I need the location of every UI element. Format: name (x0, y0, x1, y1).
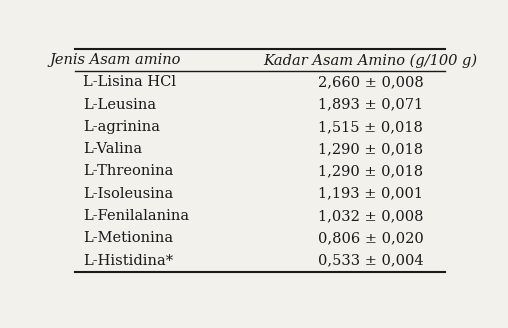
Text: 2,660 ± 0,008: 2,660 ± 0,008 (318, 75, 424, 90)
Text: L-Histidina*: L-Histidina* (83, 254, 173, 268)
Text: L-Valina: L-Valina (83, 142, 142, 156)
Text: 0,533 ± 0,004: 0,533 ± 0,004 (318, 254, 423, 268)
Text: 1,193 ± 0,001: 1,193 ± 0,001 (318, 187, 423, 201)
Text: L-Metionina: L-Metionina (83, 231, 173, 245)
Text: 0,806 ± 0,020: 0,806 ± 0,020 (318, 231, 424, 245)
Text: L-agrinina: L-agrinina (83, 120, 160, 134)
Text: 1,515 ± 0,018: 1,515 ± 0,018 (318, 120, 423, 134)
Text: L-Lisina HCl: L-Lisina HCl (83, 75, 176, 90)
Text: 1,893 ± 0,071: 1,893 ± 0,071 (318, 98, 423, 112)
Text: L-Isoleusina: L-Isoleusina (83, 187, 173, 201)
Text: 1,032 ± 0,008: 1,032 ± 0,008 (318, 209, 423, 223)
Text: Jenis Asam amino: Jenis Asam amino (49, 53, 180, 67)
Text: L-Threonina: L-Threonina (83, 164, 174, 178)
Text: L-Fenilalanina: L-Fenilalanina (83, 209, 189, 223)
Text: 1,290 ± 0,018: 1,290 ± 0,018 (318, 164, 423, 178)
Text: Kadar Asam Amino (g/100 g): Kadar Asam Amino (g/100 g) (264, 53, 478, 68)
Text: L-Leusina: L-Leusina (83, 98, 156, 112)
Text: 1,290 ± 0,018: 1,290 ± 0,018 (318, 142, 423, 156)
